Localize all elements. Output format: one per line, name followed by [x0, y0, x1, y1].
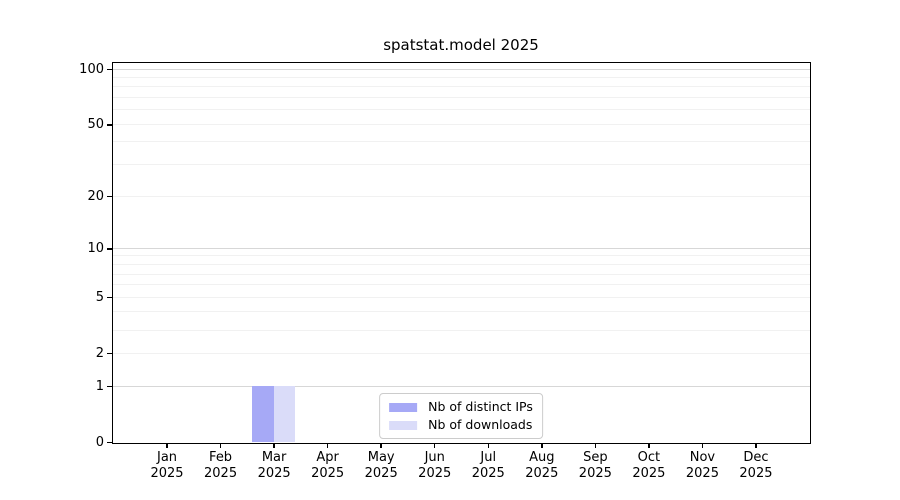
- y-tick-mark: [107, 296, 112, 299]
- x-tick-mark: [273, 443, 275, 448]
- x-tick-label: Oct 2025: [617, 450, 681, 482]
- x-tick-month: Feb: [209, 450, 233, 465]
- x-tick-year: 2025: [471, 466, 505, 481]
- gridline-minor: [113, 263, 810, 265]
- x-tick-year: 2025: [685, 466, 719, 481]
- x-tick-label: Mar 2025: [242, 450, 306, 482]
- bar-mar-nb-of-downloads: [273, 386, 296, 442]
- gridline-minor: [113, 86, 810, 88]
- x-tick-month: Mar: [261, 450, 287, 465]
- gridline-minor: [113, 255, 810, 257]
- x-tick-mark: [487, 443, 490, 448]
- x-tick-year: 2025: [525, 466, 559, 481]
- x-tick-label: Apr 2025: [296, 450, 360, 482]
- gridline-minor: [113, 77, 810, 79]
- y-tick-mark: [107, 352, 112, 355]
- y-tick-mark: [107, 68, 112, 71]
- x-tick-month: Aug: [529, 450, 555, 465]
- x-tick-year: 2025: [632, 466, 666, 481]
- gridline-minor: [113, 141, 810, 143]
- y-tick-label: 100: [79, 61, 104, 77]
- gridline-minor: [113, 195, 810, 197]
- y-tick-label: 2: [95, 345, 104, 361]
- x-tick-year: 2025: [578, 466, 612, 481]
- x-tick-mark: [380, 443, 382, 448]
- x-tick-label: Jul 2025: [456, 450, 520, 482]
- x-tick-label: May 2025: [349, 450, 413, 482]
- legend-swatch-nb-of-downloads: [389, 420, 418, 430]
- y-tick-mark: [107, 385, 112, 388]
- x-tick-mark: [541, 443, 543, 448]
- x-tick-label: Jun 2025: [403, 450, 467, 482]
- gridline-major: [113, 247, 810, 249]
- x-tick-year: 2025: [739, 466, 773, 481]
- x-tick-month: Dec: [743, 450, 769, 465]
- plot-area: [112, 62, 811, 444]
- x-tick-month: Nov: [689, 450, 716, 465]
- y-tick-label: 1: [95, 378, 104, 394]
- x-tick-year: 2025: [364, 466, 398, 481]
- gridline-minor: [113, 296, 810, 298]
- y-tick-mark: [107, 124, 112, 126]
- y-tick-label: 5: [95, 289, 104, 305]
- x-tick-mark: [755, 443, 757, 448]
- x-tick-mark: [219, 443, 222, 448]
- y-tick-mark: [107, 248, 112, 250]
- x-tick-month: Apr: [316, 450, 339, 465]
- x-tick-label: Aug 2025: [510, 450, 574, 482]
- x-tick-year: 2025: [418, 466, 452, 481]
- x-tick-mark: [326, 443, 329, 448]
- gridline-minor: [113, 273, 810, 275]
- gridline-major: [113, 385, 810, 387]
- x-tick-month: May: [367, 450, 395, 465]
- legend-swatch-nb-of-distinct-ips: [389, 402, 418, 412]
- gridline-minor: [113, 311, 810, 313]
- gridline-major: [113, 68, 810, 70]
- x-tick-mark: [594, 443, 597, 448]
- x-tick-label: Jan 2025: [135, 450, 199, 482]
- y-tick-mark: [107, 441, 112, 444]
- gridline-minor: [113, 123, 810, 125]
- y-tick-mark: [107, 195, 112, 198]
- x-tick-month: Oct: [637, 450, 661, 465]
- y-tick-label: 50: [87, 116, 104, 132]
- x-tick-mark: [433, 443, 436, 448]
- x-tick-mark: [701, 443, 704, 448]
- y-tick-label: 10: [87, 240, 104, 256]
- x-tick-year: 2025: [257, 466, 291, 481]
- chart-title: spatstat.model 2025: [383, 36, 539, 54]
- x-tick-year: 2025: [150, 466, 184, 481]
- gridline-minor: [113, 284, 810, 286]
- bar-mar-nb-of-distinct-ips: [252, 386, 274, 442]
- legend-entry: Nb of distinct IPs: [389, 399, 533, 415]
- gridline-minor: [113, 97, 810, 99]
- legend: Nb of distinct IPs Nb of downloads: [379, 393, 543, 439]
- gridline-minor: [113, 164, 810, 166]
- gridline-minor: [113, 329, 810, 331]
- x-tick-label: Nov 2025: [670, 450, 734, 482]
- x-tick-month: Jul: [480, 450, 497, 465]
- legend-label: Nb of downloads: [428, 417, 533, 432]
- x-tick-mark: [166, 443, 168, 448]
- x-tick-year: 2025: [311, 466, 345, 481]
- x-tick-month: Jan: [157, 450, 178, 465]
- legend-entry: Nb of downloads: [389, 417, 533, 433]
- y-tick-label: 20: [87, 188, 104, 204]
- legend-label: Nb of distinct IPs: [428, 399, 533, 414]
- gridline-minor: [113, 109, 810, 111]
- x-tick-label: Dec 2025: [724, 450, 788, 482]
- x-tick-mark: [648, 443, 650, 448]
- x-tick-month: Jun: [424, 450, 445, 465]
- x-tick-month: Sep: [583, 450, 608, 465]
- gridline-minor: [113, 352, 810, 354]
- x-tick-year: 2025: [204, 466, 238, 481]
- x-tick-label: Sep 2025: [563, 450, 627, 482]
- y-tick-label: 0: [95, 434, 104, 450]
- x-tick-label: Feb 2025: [189, 450, 253, 482]
